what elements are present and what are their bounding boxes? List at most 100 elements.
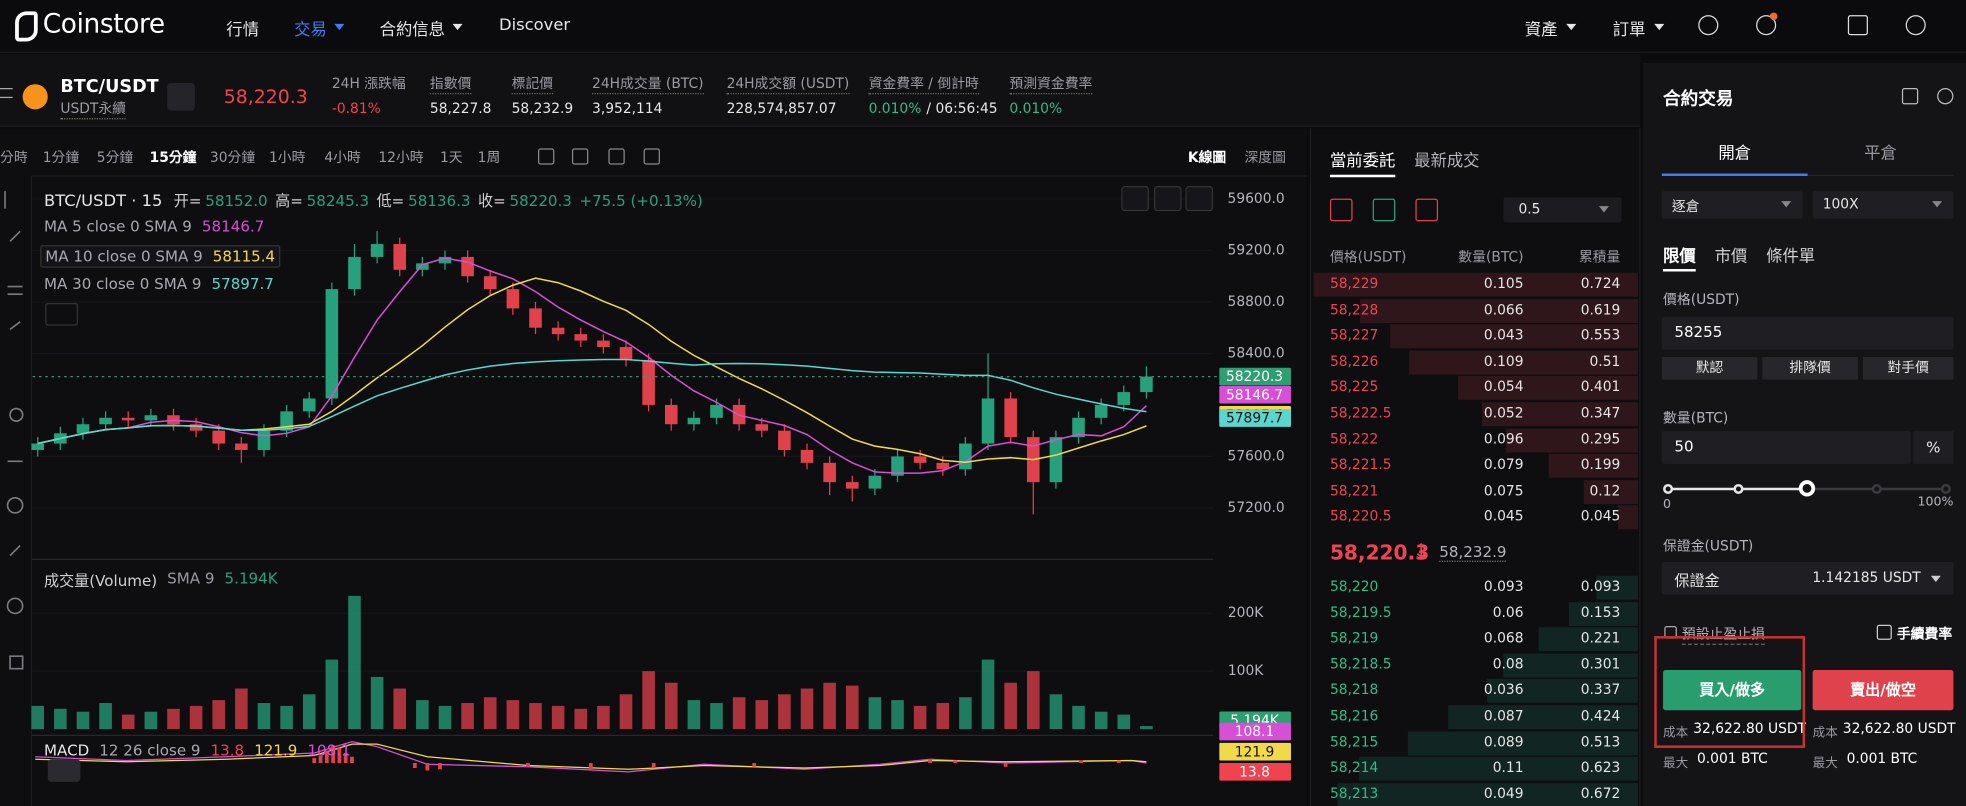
nav-item[interactable]: 行情 — [226, 21, 259, 41]
nav-item[interactable]: 合約信息 — [379, 21, 446, 41]
volume-bar — [1004, 682, 1017, 730]
chart-button[interactable] — [1153, 186, 1182, 212]
timeframe[interactable]: 1分鐘 — [42, 149, 80, 166]
nav-icon[interactable] — [1756, 15, 1777, 36]
timeframe[interactable]: 1天 — [439, 149, 463, 166]
ohlc-label: 低= — [376, 192, 405, 210]
favorite[interactable] — [167, 82, 195, 111]
caret — [334, 23, 345, 35]
chart-button[interactable] — [1121, 186, 1149, 212]
book-price[interactable]: 58,228 — [1329, 301, 1379, 318]
book-mode[interactable] — [1329, 198, 1353, 222]
collapse-button[interactable] — [45, 302, 78, 326]
timeframe[interactable]: 分時 — [0, 149, 28, 166]
depth-bar — [1390, 324, 1638, 349]
volume-bar — [597, 705, 610, 730]
timeframe[interactable]: 5分鐘 — [96, 149, 134, 166]
price-input[interactable] — [1661, 316, 1954, 350]
view-tab[interactable]: 深度圖 — [1244, 149, 1286, 166]
book-price[interactable]: 58,213 — [1329, 785, 1379, 802]
form-tab[interactable]: 平倉 — [1807, 140, 1954, 176]
tool-icon[interactable] — [643, 148, 660, 165]
book-price[interactable]: 58,227 — [1329, 327, 1379, 344]
book-price[interactable]: 58,219 — [1329, 630, 1379, 647]
stat-value: -0.81% — [331, 100, 381, 117]
nav-icon[interactable] — [1847, 15, 1868, 36]
book-mode[interactable] — [1372, 198, 1396, 222]
candle-body — [687, 417, 701, 425]
candle-body — [99, 417, 112, 425]
book-price[interactable]: 58,226 — [1329, 352, 1379, 370]
book-price[interactable]: 58,215 — [1329, 733, 1379, 750]
book-price[interactable]: 58,220.5 — [1329, 508, 1392, 525]
book-price[interactable]: 58,221.5 — [1329, 456, 1392, 473]
book-price[interactable]: 58,216 — [1329, 707, 1379, 725]
qty-unit[interactable]: % — [1913, 431, 1954, 464]
volume-bar — [31, 705, 44, 730]
order-type[interactable]: 市價 — [1714, 247, 1748, 267]
tool-icon[interactable] — [538, 148, 555, 165]
volume-bar — [936, 703, 950, 730]
book-tab[interactable]: 當前委託 — [1329, 147, 1396, 178]
book-qty: 0.036 — [1483, 681, 1524, 699]
timeframe[interactable]: 1周 — [477, 149, 501, 166]
book-cum: 0.12 — [1589, 482, 1621, 499]
volume-bar — [189, 705, 203, 730]
form-tab[interactable]: 開倉 — [1661, 140, 1808, 176]
caret — [1930, 575, 1941, 587]
candle-body — [1004, 398, 1017, 438]
tool-icon[interactable] — [608, 148, 625, 165]
book-price[interactable]: 58,222.5 — [1329, 404, 1392, 422]
book-price[interactable]: 58,229 — [1329, 275, 1379, 292]
depth-bar — [1482, 402, 1638, 427]
nav-icon[interactable] — [1698, 15, 1719, 36]
volume-bar — [1094, 711, 1108, 730]
sell-button[interactable]: 賣出/做空 — [1812, 669, 1954, 711]
margin-mode-select[interactable] — [1661, 191, 1803, 219]
view-tab[interactable]: K線圖 — [1187, 149, 1227, 166]
candle-body — [1094, 404, 1108, 418]
price-button[interactable]: 默認 — [1661, 356, 1758, 380]
ma-legend: MA 10 close 0 SMA 9 58115.4 — [40, 245, 281, 268]
tool-icon[interactable] — [571, 148, 589, 165]
nav-right[interactable]: 訂單 — [1612, 21, 1646, 41]
book-price[interactable]: 58,214 — [1329, 759, 1379, 776]
leverage: 100X — [1822, 196, 1859, 213]
qty-input[interactable] — [1661, 431, 1911, 464]
nav-right[interactable]: 資產 — [1524, 21, 1558, 41]
timeframe[interactable]: 4小時 — [324, 149, 361, 166]
volume-bar — [257, 703, 271, 730]
y-tick-label: 200K — [1228, 605, 1264, 621]
book-price[interactable]: 58,221 — [1329, 482, 1379, 499]
margin-select[interactable] — [1661, 561, 1954, 595]
timeframe[interactable]: 12小時 — [378, 149, 424, 166]
nav-icon[interactable] — [1905, 15, 1926, 36]
order-type[interactable]: 條件單 — [1766, 247, 1816, 267]
form-icon[interactable] — [1901, 87, 1919, 105]
timeframe[interactable]: 30分鐘 — [209, 149, 256, 166]
nav-item[interactable]: 交易 — [294, 21, 327, 41]
candle-body — [1117, 392, 1131, 405]
leverage-select[interactable] — [1812, 191, 1954, 219]
timeframe[interactable]: 1小時 — [269, 149, 306, 166]
book-price[interactable]: 58,222 — [1329, 430, 1379, 447]
nav-item[interactable]: Discover — [499, 16, 571, 36]
book-price[interactable]: 58,218.5 — [1329, 655, 1392, 673]
book-price[interactable]: 58,219.5 — [1329, 604, 1392, 621]
order-type[interactable]: 限價 — [1663, 243, 1696, 272]
price-button[interactable]: 排隊價 — [1762, 356, 1858, 380]
book-price[interactable]: 58,220 — [1329, 578, 1379, 595]
book-price[interactable]: 58,225 — [1329, 378, 1379, 396]
max-label: 最大 — [1663, 756, 1689, 771]
form-icon[interactable] — [1937, 87, 1954, 105]
buy-button[interactable]: 買入/做多 — [1663, 669, 1802, 711]
chart-button[interactable] — [1185, 186, 1214, 212]
volume-bar — [235, 688, 248, 730]
timeframe[interactable]: 15分鐘 — [149, 149, 197, 166]
slider-thumb[interactable] — [1798, 480, 1816, 497]
book-price[interactable]: 58,218 — [1329, 681, 1379, 699]
book-mode[interactable] — [1415, 198, 1439, 222]
book-tab[interactable]: 最新成交 — [1414, 152, 1480, 171]
price-button[interactable]: 對手價 — [1862, 356, 1954, 380]
stat-label: 24H成交量 (BTC) — [592, 73, 704, 95]
